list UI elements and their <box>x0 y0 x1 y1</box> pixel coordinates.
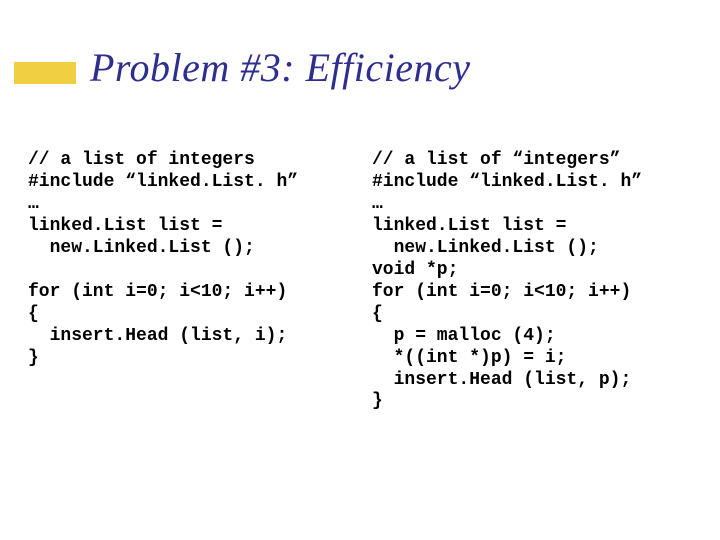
right-column: // a list of “integers” #include “linked… <box>372 150 692 413</box>
slide-title: Problem #3: Efficiency <box>90 44 471 91</box>
left-code-block: // a list of integers #include “linked.L… <box>28 150 348 370</box>
code-columns: // a list of integers #include “linked.L… <box>28 150 692 413</box>
left-column: // a list of integers #include “linked.L… <box>28 150 348 413</box>
right-code-block: // a list of “integers” #include “linked… <box>372 150 692 413</box>
accent-bar <box>14 62 76 84</box>
